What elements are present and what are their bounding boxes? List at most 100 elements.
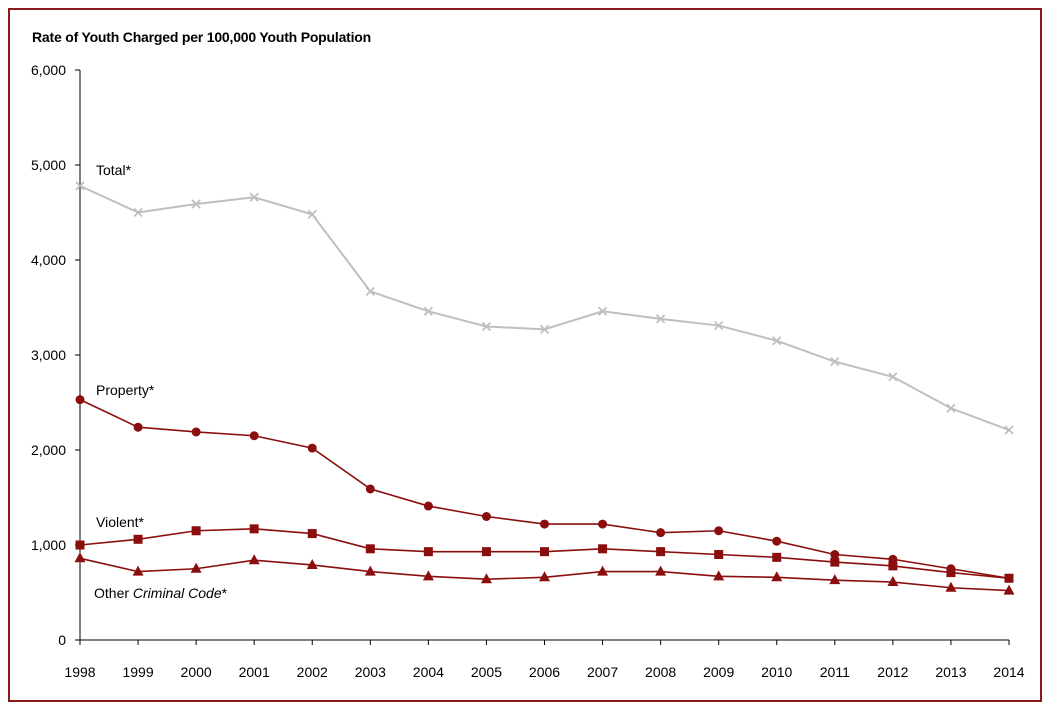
x-tick-label: 2013: [935, 664, 966, 680]
x-tick-label: 2005: [471, 664, 502, 680]
triangle-marker: [945, 581, 957, 592]
series-label-part: Other: [94, 585, 133, 601]
x-marker: [249, 192, 259, 202]
y-tick-label: 5,000: [31, 157, 66, 173]
square-marker: [481, 547, 491, 557]
x-tick-label: 2007: [587, 664, 618, 680]
chart-frame: [8, 8, 1042, 702]
triangle-marker: [364, 565, 376, 576]
circle-marker: [714, 526, 724, 536]
triangle-marker: [248, 554, 260, 565]
square-marker: [133, 534, 143, 544]
series-label-part: Violent*: [96, 514, 145, 530]
circle-marker: [365, 484, 375, 494]
series-total: Total*: [75, 162, 1014, 435]
square-marker: [656, 547, 666, 557]
circle-marker: [249, 431, 259, 441]
circle-marker: [656, 528, 666, 538]
x-tick-label: 2002: [297, 664, 328, 680]
x-tick-label: 2011: [820, 664, 850, 680]
x-tick-label: 2009: [703, 664, 734, 680]
series-label-part: Criminal Code: [133, 585, 222, 601]
x-tick-label: 2004: [413, 664, 444, 680]
triangle-marker: [887, 576, 899, 587]
series-label: Property*: [96, 382, 155, 398]
triangle-marker: [74, 552, 86, 563]
triangle-marker: [306, 558, 318, 569]
x-tick-label: 2001: [239, 664, 270, 680]
series-label: Other Criminal Code*: [94, 585, 228, 601]
square-marker: [307, 529, 317, 539]
y-tick-label: 0: [58, 632, 66, 648]
triangle-marker: [132, 565, 144, 576]
x-tick-label: 2010: [761, 664, 792, 680]
triangle-marker: [539, 571, 550, 582]
chart-title: Rate of Youth Charged per 100,000 Youth …: [32, 29, 372, 45]
series-label-part: Property*: [96, 382, 155, 398]
y-tick-label: 1,000: [31, 537, 66, 553]
square-marker: [714, 550, 724, 559]
x-marker: [946, 403, 956, 413]
square-marker: [888, 561, 898, 571]
x-marker: [830, 357, 840, 367]
x-marker: [423, 306, 434, 316]
y-tick-label: 2,000: [31, 442, 66, 458]
x-marker: [888, 372, 898, 382]
x-marker: [481, 321, 492, 332]
x-tick-label: 2014: [993, 664, 1024, 680]
triangle-marker: [771, 571, 783, 582]
circle-marker: [423, 501, 433, 511]
x-tick-label: 2000: [181, 664, 212, 680]
triangle-marker: [1003, 584, 1015, 595]
square-marker: [772, 552, 782, 562]
square-marker: [423, 547, 433, 557]
x-marker: [75, 181, 85, 191]
series-property: Property*: [75, 382, 1014, 583]
square-marker: [191, 526, 201, 536]
series-label-part: Total*: [96, 162, 132, 178]
circle-marker: [133, 422, 143, 432]
square-marker: [830, 557, 840, 567]
x-tick-label: 2006: [529, 664, 560, 680]
square-marker: [1004, 573, 1014, 583]
triangle-marker: [190, 562, 202, 573]
x-marker: [597, 306, 608, 316]
x-tick-label: 2003: [355, 664, 386, 680]
triangle-marker: [655, 565, 667, 576]
series-label-part: *: [222, 585, 228, 601]
square-marker: [598, 544, 608, 554]
x-marker: [772, 336, 782, 346]
triangle-marker: [422, 570, 434, 581]
x-tick-label: 2008: [645, 664, 676, 680]
circle-marker: [598, 519, 608, 529]
circle-marker: [830, 550, 840, 559]
square-marker: [365, 544, 375, 554]
series-violent: Violent*: [75, 514, 1014, 583]
y-tick-label: 3,000: [31, 347, 66, 363]
x-marker: [133, 207, 143, 218]
circle-marker: [481, 512, 491, 521]
circle-marker: [772, 536, 782, 546]
circle-marker: [75, 395, 85, 405]
circle-marker: [191, 427, 201, 437]
series-label: Total*: [96, 162, 132, 178]
series-other-criminal-code: Other Criminal Code*: [74, 552, 1015, 601]
triangle-marker: [713, 570, 725, 581]
series-line: [79, 184, 1010, 431]
triangle-marker: [480, 573, 492, 584]
square-marker: [946, 568, 956, 578]
square-marker: [249, 524, 259, 534]
x-tick-label: 1998: [64, 664, 95, 680]
x-marker: [307, 209, 317, 220]
x-marker: [191, 199, 201, 209]
triangle-marker: [829, 574, 841, 585]
circle-marker: [540, 519, 549, 529]
x-marker: [1004, 425, 1014, 435]
circle-marker: [307, 443, 317, 453]
y-tick-label: 6,000: [31, 62, 66, 78]
square-marker: [540, 547, 549, 557]
triangle-marker: [597, 565, 609, 576]
x-marker: [655, 314, 666, 324]
series-label: Violent*: [96, 514, 145, 530]
